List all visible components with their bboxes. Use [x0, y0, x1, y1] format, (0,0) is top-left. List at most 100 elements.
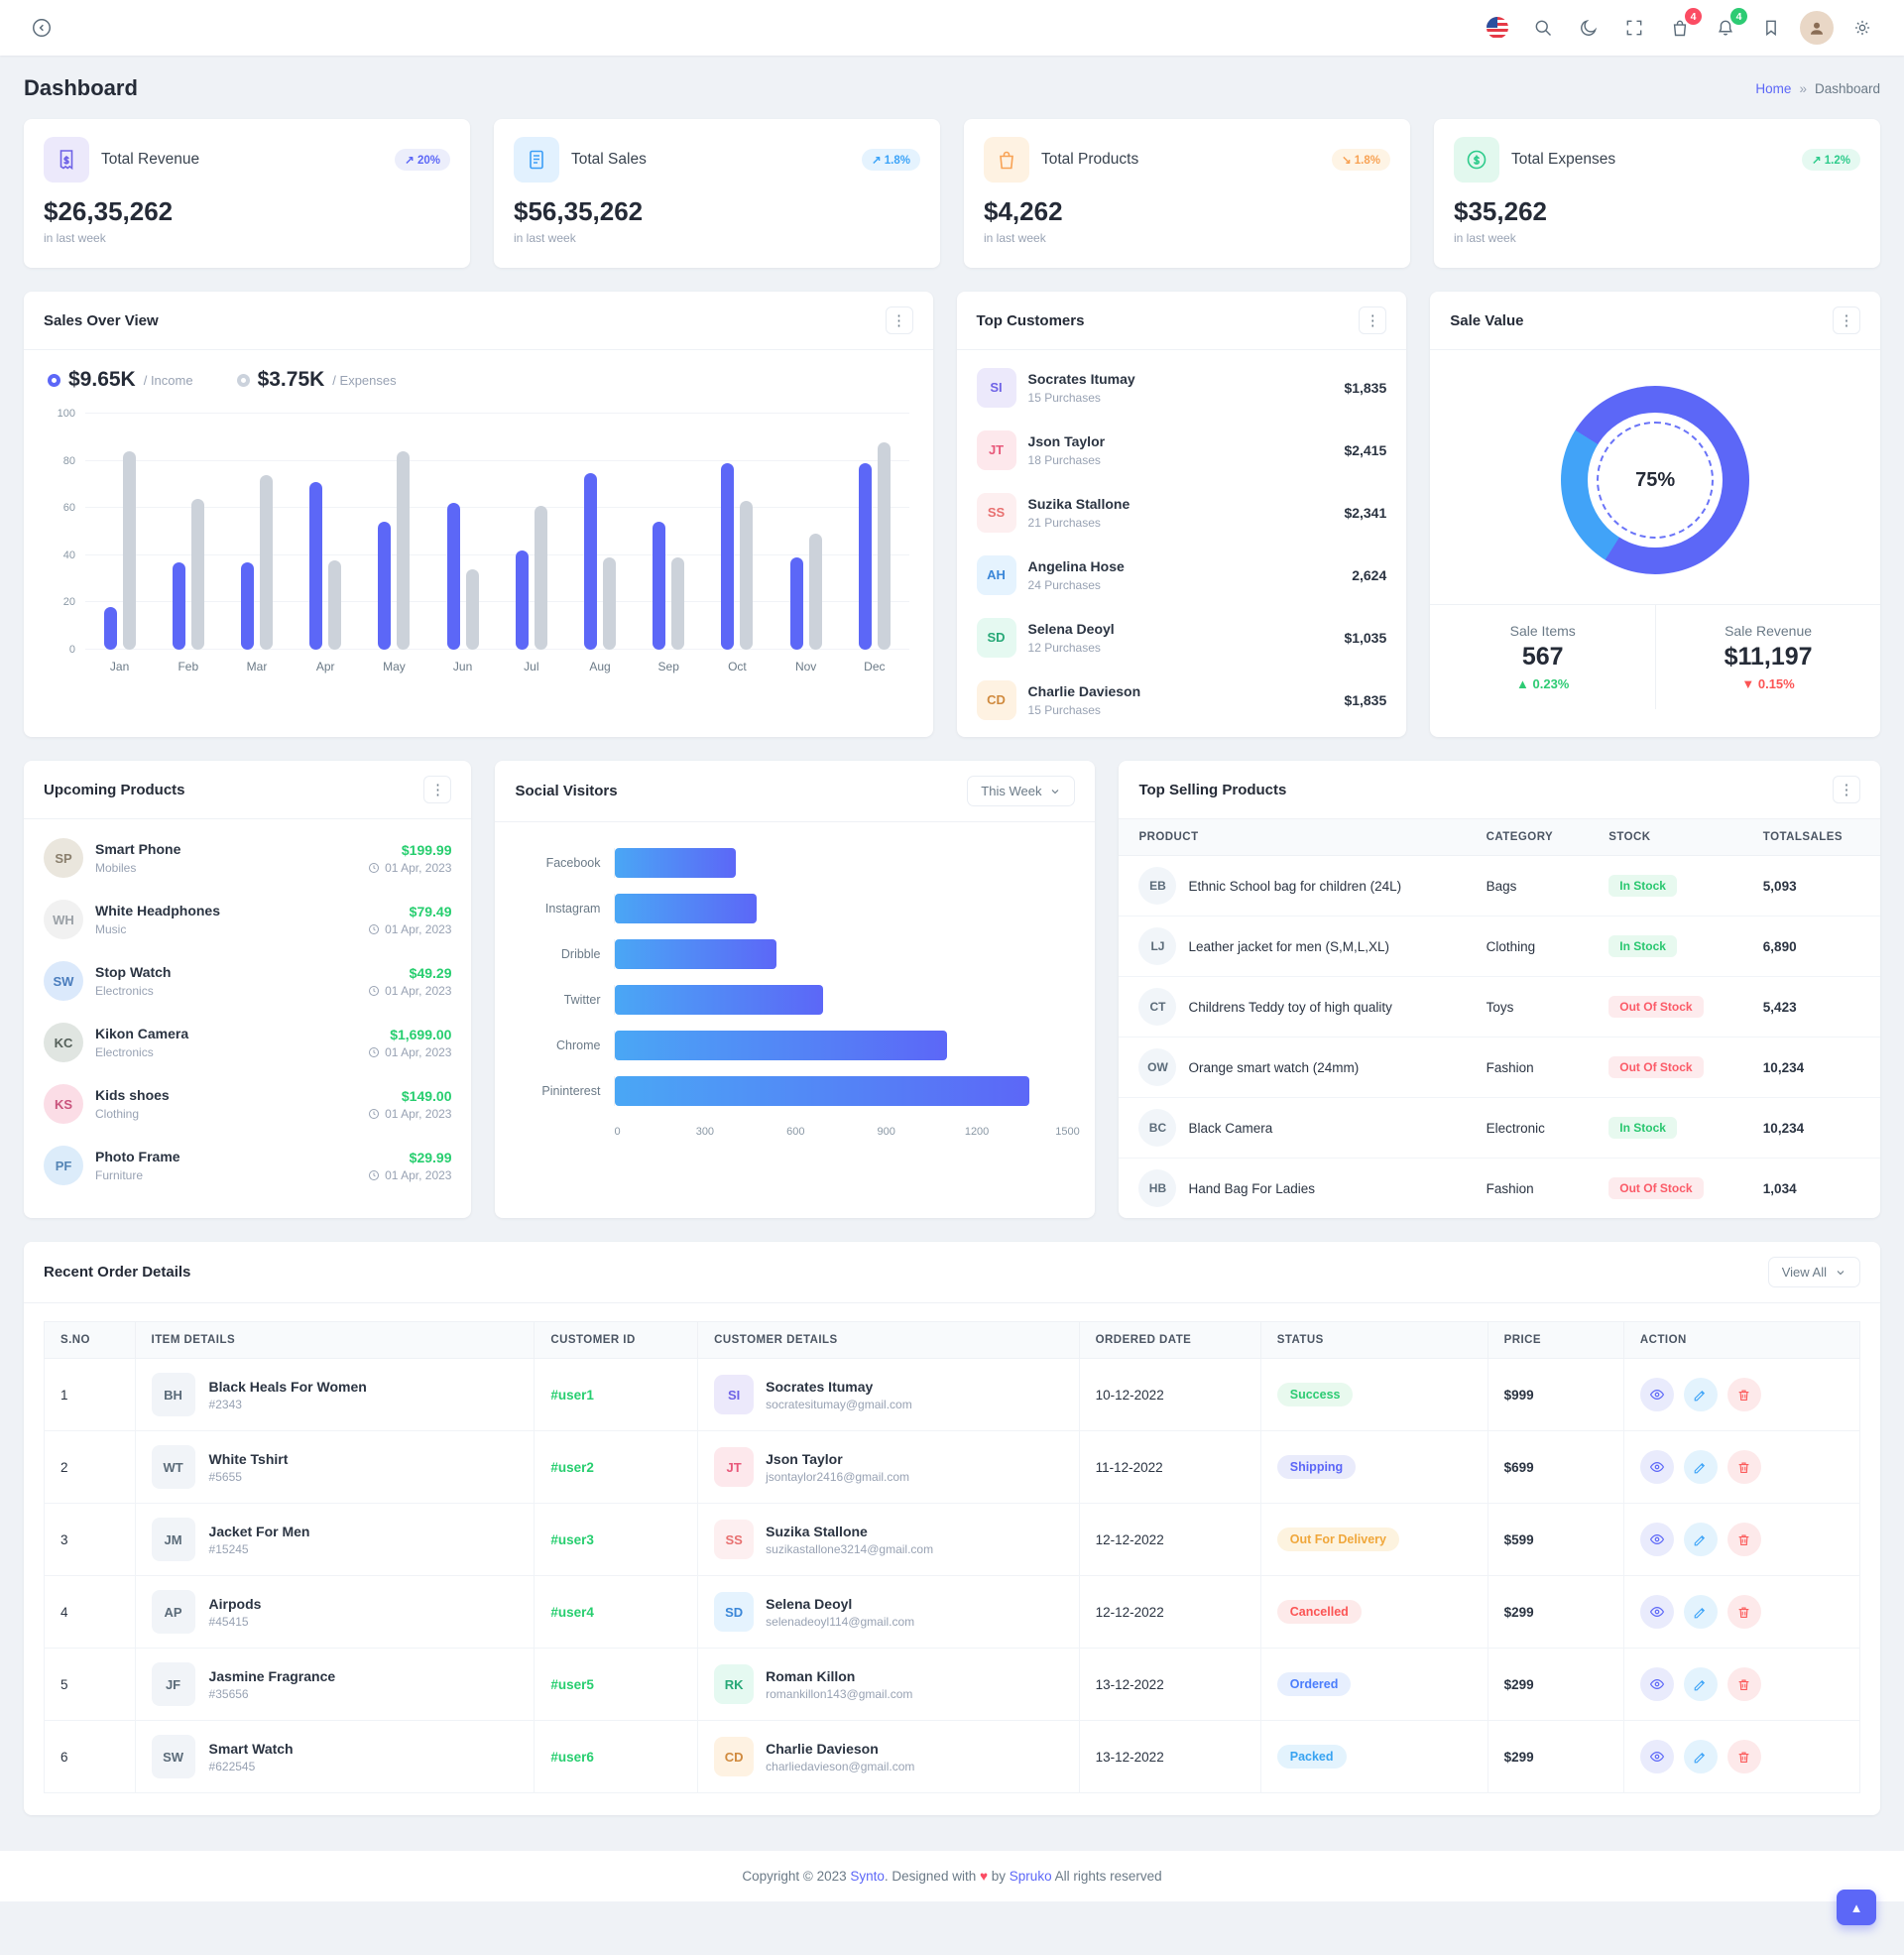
- card-menu-button[interactable]: ⋮: [1359, 306, 1387, 334]
- table-row[interactable]: EB Ethnic School bag for children (24L) B…: [1119, 855, 1880, 916]
- x-tick-label: 1200: [964, 1126, 990, 1138]
- spruko-link[interactable]: Spruko: [1009, 1869, 1052, 1884]
- timeframe-dropdown[interactable]: This Week: [967, 776, 1076, 806]
- product-row[interactable]: PF Photo Frame Furniture $29.99 01 Apr, 20…: [44, 1135, 451, 1196]
- card-menu-button[interactable]: ⋮: [1833, 306, 1860, 334]
- scroll-to-top-button[interactable]: ▲: [1837, 1890, 1876, 1925]
- search-button[interactable]: [1525, 10, 1561, 46]
- delete-button[interactable]: [1726, 1595, 1761, 1629]
- customer-purchases: 24 Purchases: [1027, 577, 1101, 592]
- y-tick-label: 0: [68, 644, 75, 656]
- card-menu-button[interactable]: ⋮: [1833, 776, 1860, 803]
- x-tick-label: Jul: [524, 660, 539, 673]
- stat-label: Total Revenue: [101, 151, 200, 168]
- customer-row[interactable]: SD Selena Deoyl 12 Purchases $1,035: [976, 606, 1386, 669]
- income-bar: [446, 503, 460, 650]
- stat-trend-badge: ↘ 1.8%: [1331, 149, 1390, 171]
- customer-row[interactable]: JT Json Taylor 18 Purchases $2,415: [976, 419, 1386, 481]
- customer-row[interactable]: SI Socrates Itumay 15 Purchases $1,835: [976, 356, 1386, 419]
- stat-trend-badge: ↗ 1.8%: [861, 149, 920, 171]
- edit-button[interactable]: [1683, 1740, 1718, 1773]
- view-button[interactable]: [1639, 1667, 1674, 1701]
- view-button[interactable]: [1639, 1740, 1674, 1773]
- notifications-button[interactable]: 4: [1708, 8, 1747, 46]
- chevron-down-icon: [1837, 1270, 1844, 1275]
- view-all-dropdown[interactable]: View All: [1767, 1257, 1860, 1287]
- breadcrumb-home-link[interactable]: Home: [1755, 80, 1792, 96]
- customer-row[interactable]: SS Suzika Stallone 21 Purchases $2,341: [976, 481, 1386, 544]
- view-button[interactable]: [1639, 1595, 1674, 1629]
- order-date: 12-12-2022: [1078, 1503, 1261, 1576]
- avatar: CD: [976, 679, 1016, 720]
- sale-revenue-cell: Sale Revenue $11,197 ▼ 0.15%: [1655, 605, 1880, 709]
- sidebar-toggle-button[interactable]: [24, 10, 60, 46]
- dark-mode-button[interactable]: [1571, 10, 1606, 46]
- delete-button[interactable]: [1726, 1667, 1761, 1701]
- product-category: Electronics: [95, 984, 154, 998]
- cart-button[interactable]: 4: [1662, 8, 1702, 46]
- stat-label: Total Sales: [571, 151, 647, 168]
- order-row: 2 WT White Tshirt #5655 #user2 JT Json Tayl…: [44, 1430, 1861, 1504]
- gridline: [85, 601, 909, 603]
- edit-button[interactable]: [1683, 1595, 1718, 1629]
- bookmark-button[interactable]: [1753, 10, 1789, 46]
- settings-button[interactable]: [1844, 10, 1880, 46]
- customer-name: Roman Killon: [766, 1667, 856, 1684]
- avatar: JT: [714, 1447, 755, 1487]
- stat-subtext: in last week: [44, 231, 106, 245]
- x-tick-label: Dec: [864, 660, 886, 673]
- social-label: Twitter: [563, 993, 601, 1007]
- stat-label: Total Products: [1041, 151, 1139, 168]
- sale-revenue-value: $11,197: [1724, 643, 1813, 671]
- item-thumb: AP: [151, 1590, 195, 1634]
- product-row[interactable]: SW Stop Watch Electronics $49.29 01 Apr, 2…: [44, 950, 451, 1012]
- edit-button[interactable]: [1683, 1378, 1718, 1411]
- delete-button[interactable]: [1726, 1523, 1761, 1556]
- product-category: Clothing: [1466, 916, 1590, 977]
- delete-button[interactable]: [1726, 1450, 1761, 1484]
- customer-id: #user1: [550, 1387, 594, 1403]
- customer-name: Socrates Itumay: [766, 1378, 874, 1395]
- gear-icon: [1854, 20, 1870, 36]
- item-name: Jasmine Fragrance: [208, 1667, 336, 1684]
- order-price: $299: [1487, 1720, 1624, 1793]
- fullscreen-button[interactable]: [1616, 10, 1652, 46]
- customer-row[interactable]: CD Charlie Davieson 15 Purchases $1,835: [976, 669, 1386, 731]
- table-row[interactable]: CT Childrens Teddy toy of high quality To…: [1119, 976, 1880, 1038]
- product-row[interactable]: WH White Headphones Music $79.49 01 Apr, 2…: [44, 889, 451, 950]
- item-name: Smart Watch: [208, 1740, 294, 1757]
- customer-email: socratesitumay@gmail.com: [766, 1397, 912, 1411]
- product-name: Photo Frame: [95, 1149, 180, 1164]
- profile-button[interactable]: [1799, 10, 1835, 46]
- language-button[interactable]: [1480, 10, 1515, 46]
- delete-button[interactable]: [1726, 1378, 1761, 1411]
- table-row[interactable]: BC Black Camera Electronic In Stock 10,23…: [1119, 1097, 1880, 1159]
- synto-link[interactable]: Synto: [850, 1869, 885, 1884]
- product-category: Clothing: [95, 1107, 140, 1121]
- view-button[interactable]: [1639, 1450, 1674, 1484]
- edit-button[interactable]: [1683, 1523, 1718, 1556]
- edit-button[interactable]: [1683, 1667, 1718, 1701]
- sale-items-value: 567: [1521, 643, 1564, 671]
- stat-card-total-expenses: Total Expenses ↗ 1.2% $35,262 in last we…: [1434, 119, 1880, 268]
- x-tick-label: 300: [695, 1126, 715, 1138]
- donut-hole: 75%: [1588, 413, 1724, 548]
- product-thumb: SP: [44, 838, 83, 878]
- view-button[interactable]: [1639, 1523, 1674, 1556]
- table-row[interactable]: OW Orange smart watch (24mm) Fashion Out …: [1119, 1037, 1880, 1098]
- product-price: $149.00: [401, 1087, 452, 1104]
- view-button[interactable]: [1639, 1378, 1674, 1411]
- product-row[interactable]: KS Kids shoes Clothing $149.00 01 Apr, 202…: [44, 1073, 451, 1135]
- table-row[interactable]: HB Hand Bag For Ladies Fashion Out Of Sto…: [1119, 1159, 1880, 1219]
- card-menu-button[interactable]: ⋮: [423, 776, 452, 803]
- card-menu-button[interactable]: ⋮: [885, 306, 913, 334]
- customer-row[interactable]: AH Angelina Hose 24 Purchases 2,624: [976, 544, 1386, 606]
- sales-bar-group-dec: Dec: [858, 414, 891, 673]
- product-row[interactable]: KC Kikon Camera Electronics $1,699.00 01 A…: [44, 1012, 451, 1073]
- x-tick-label: 0: [614, 1126, 621, 1138]
- delete-button[interactable]: [1726, 1740, 1761, 1773]
- table-row[interactable]: LJ Leather jacket for men (S,M,L,XL) Clot…: [1119, 916, 1880, 977]
- edit-button[interactable]: [1683, 1450, 1718, 1484]
- order-price: $699: [1487, 1430, 1624, 1504]
- product-row[interactable]: SP Smart Phone Mobiles $199.99 01 Apr, 202…: [44, 827, 451, 889]
